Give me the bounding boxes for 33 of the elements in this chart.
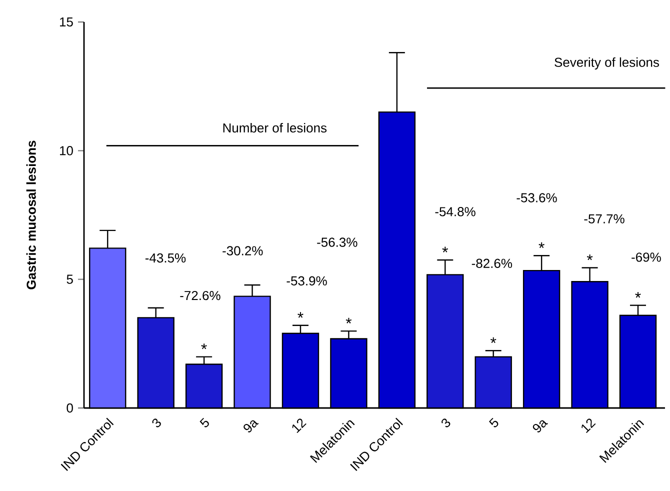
annotation: -53.6%	[516, 193, 557, 202]
x-tick-label: 5	[200, 418, 209, 428]
y-tick-label: 0	[66, 403, 73, 413]
annotation: -54.8%	[435, 207, 476, 216]
annotation: *	[346, 318, 352, 324]
annotation: -82.6%	[472, 258, 512, 268]
y-tick-label: 5	[66, 274, 73, 284]
y-tick-label: 15	[60, 17, 73, 27]
annotation: Number of lesions	[223, 122, 327, 133]
x-tick-label: 3	[152, 418, 161, 428]
x-tick-label: 9a	[532, 420, 548, 432]
annotation: -43.5%	[145, 253, 186, 263]
annotation: Severity of lesions	[554, 57, 660, 70]
annotation: -57.7%	[584, 214, 624, 224]
y-axis-title: Gastric mucosal lesions	[26, 140, 36, 290]
x-tick-label: 5	[489, 418, 498, 428]
x-tick-label: 12	[582, 418, 596, 434]
annotation: *	[538, 242, 544, 248]
x-tick-label: 3	[442, 418, 450, 428]
annotation: *	[586, 254, 593, 260]
x-tick-label: 9a	[244, 420, 259, 432]
annotation: *	[442, 246, 448, 252]
annotation: -69%	[632, 252, 661, 262]
annotation: *	[298, 312, 304, 318]
y-tick-label: 10	[60, 146, 73, 156]
x-tick-label: 12	[292, 418, 306, 434]
annotation: *	[490, 337, 496, 343]
annotation: *	[635, 292, 641, 298]
annotation: -30.2%	[222, 246, 263, 256]
annotation: -72.6%	[180, 290, 220, 300]
annotation: *	[201, 344, 207, 350]
annotation: -53.9%	[286, 276, 327, 286]
annotation: -56.3%	[317, 238, 358, 247]
